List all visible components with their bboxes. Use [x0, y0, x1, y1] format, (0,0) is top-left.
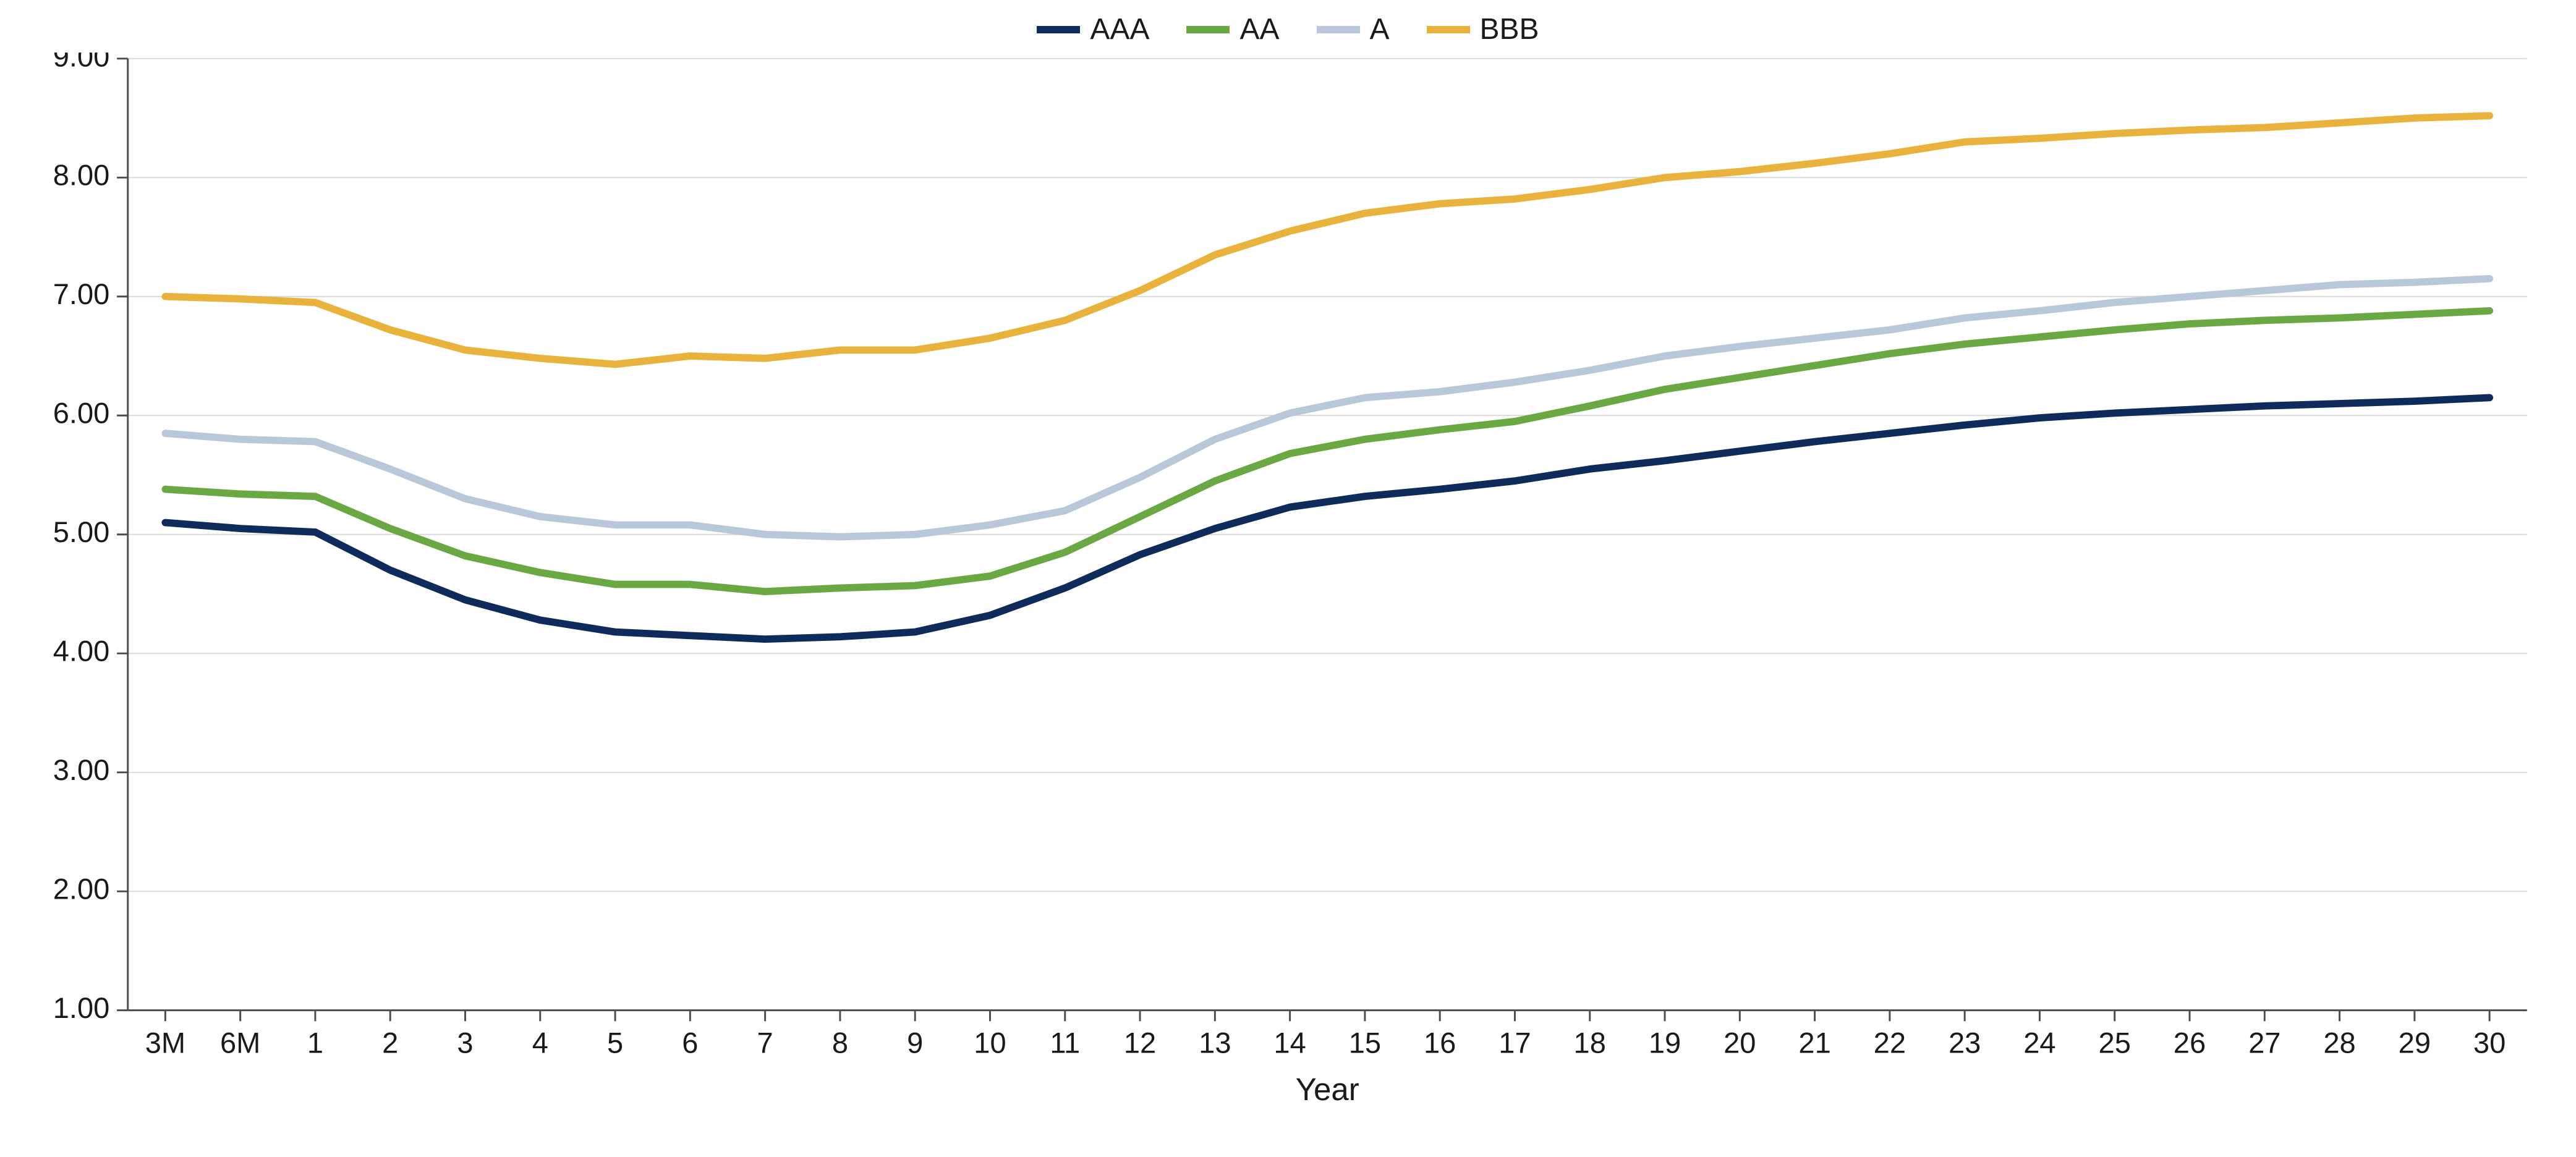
x-tick-label: 10 [974, 1026, 1006, 1059]
x-tick-label: 9 [907, 1026, 923, 1059]
x-tick-label: 25 [2099, 1026, 2131, 1059]
x-tick-label: 14 [1273, 1026, 1306, 1059]
legend-swatch-icon [1427, 26, 1470, 33]
x-tick-label: 6 [682, 1026, 698, 1059]
series-group [165, 116, 2489, 639]
y-tick-label: 8.00 [53, 159, 110, 192]
x-tick-label: 8 [832, 1026, 848, 1059]
x-tick-label: 20 [1724, 1026, 1756, 1059]
y-tick-label: 3.00 [53, 753, 110, 786]
x-tick-label: 18 [1574, 1026, 1606, 1059]
legend-item-bbb: BBB [1427, 12, 1539, 46]
y-tick-label: 9.00 [53, 53, 110, 72]
chart-plot-area: 1.00 2.00 3.00 4.00 5.00 6.00 7.00 8.00 9.00 3M 6M… [25, 53, 2551, 1132]
y-tick-label: 7.00 [53, 278, 110, 310]
x-tick-label: 23 [1949, 1026, 1981, 1059]
series-line-aaa [165, 397, 2489, 639]
legend-label: AA [1239, 12, 1279, 46]
x-axis-title: Year [1296, 1072, 1359, 1107]
x-tick-label: 12 [1124, 1026, 1156, 1059]
x-tick-label: 3M [145, 1026, 185, 1059]
x-tick-label: 4 [532, 1026, 548, 1059]
x-tick-label: 3 [457, 1026, 473, 1059]
x-tick-label: 24 [2023, 1026, 2055, 1059]
legend-label: AAA [1090, 12, 1149, 46]
x-tick-label: 27 [2248, 1026, 2281, 1059]
y-tick-label: 2.00 [53, 873, 110, 905]
y-tick-label: 5.00 [53, 515, 110, 548]
x-tick-label: 19 [1649, 1026, 1681, 1059]
x-tick-label: 1 [307, 1026, 323, 1059]
x-tick-label: 21 [1798, 1026, 1830, 1059]
yield-curve-chart: AAAAAABBB 1.002.003.004.005.006.007.008.… [0, 0, 2576, 1144]
chart-legend: AAAAAABBB [25, 12, 2551, 46]
x-tick-label: 26 [2174, 1026, 2206, 1059]
legend-label: A [1370, 12, 1390, 46]
x-tick-label: 2 [382, 1026, 398, 1059]
x-tick-label: 11 [1050, 1026, 1080, 1059]
x-tick-label: 28 [2323, 1026, 2355, 1059]
legend-item-aa: AA [1186, 12, 1279, 46]
legend-item-a: A [1317, 12, 1390, 46]
x-tick-label: 13 [1199, 1026, 1231, 1059]
x-tick-label: 7 [757, 1026, 773, 1059]
x-tick-label: 6M [220, 1026, 260, 1059]
x-tick-label: 22 [1874, 1026, 1906, 1059]
x-tick-label: 5 [607, 1026, 623, 1059]
y-tick-label: 4.00 [53, 635, 110, 668]
x-tick-label: 30 [2473, 1026, 2506, 1059]
x-tick-label: 17 [1498, 1026, 1531, 1059]
legend-swatch-icon [1317, 26, 1360, 33]
legend-swatch-icon [1037, 26, 1080, 33]
legend-swatch-icon [1186, 26, 1230, 33]
x-tick-label: 15 [1349, 1026, 1381, 1059]
y-tick-label: 6.00 [53, 397, 110, 430]
x-ticks: 3M6M123456789101112131415161718192021222… [145, 1011, 2506, 1059]
legend-item-aaa: AAA [1037, 12, 1149, 46]
legend-label: BBB [1480, 12, 1539, 46]
y-tick-label: 1.00 [53, 991, 110, 1024]
x-tick-label: 16 [1424, 1026, 1456, 1059]
x-tick-label: 29 [2399, 1026, 2431, 1059]
